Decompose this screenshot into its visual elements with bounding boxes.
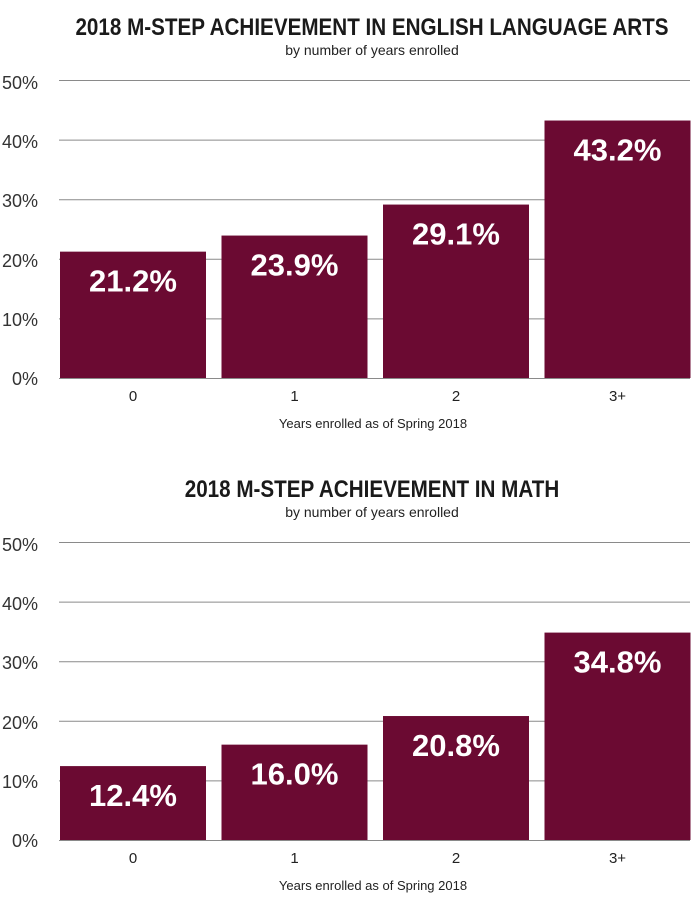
x-tick-label: 2 <box>452 850 460 867</box>
bar-value-label: 12.4% <box>89 778 177 813</box>
y-axis: 0% 10% 20% 30% 40% 50% <box>2 535 38 851</box>
x-tick-label: 0 <box>129 850 137 867</box>
y-tick-label: 50% <box>2 535 38 555</box>
bars <box>60 632 691 840</box>
y-tick-label: 40% <box>2 594 38 614</box>
chart-subtitle: by number of years enrolled <box>285 42 459 58</box>
bar-value-label: 16.0% <box>251 757 339 792</box>
bar <box>60 251 206 378</box>
bar-value-label: 29.1% <box>412 217 500 252</box>
chart-title: 2018 M-STEP ACHIEVEMENT IN MATH <box>185 476 560 503</box>
y-tick-label: 50% <box>2 73 38 93</box>
bar <box>544 120 691 378</box>
y-axis: 0% 10% 20% 30% 40% 50% <box>2 73 38 389</box>
bar-labels: 12.4% 16.0% 20.8% 34.8% <box>89 645 661 814</box>
chart-title: 2018 M-STEP ACHIEVEMENT IN ENGLISH LANGU… <box>75 14 668 41</box>
x-tick-label: 0 <box>129 388 137 405</box>
bar-value-label: 34.8% <box>574 645 662 680</box>
bar-value-label: 23.9% <box>251 248 339 283</box>
chart-subtitle: by number of years enrolled <box>285 504 459 520</box>
y-tick-label: 20% <box>2 251 38 271</box>
bar-value-label: 21.2% <box>89 264 177 299</box>
bar <box>221 744 368 840</box>
y-tick-label: 0% <box>12 831 38 851</box>
bar-value-label: 43.2% <box>574 133 662 168</box>
x-tick-label: 2 <box>452 388 460 405</box>
bars <box>60 120 691 378</box>
bar-value-label: 20.8% <box>412 728 500 763</box>
y-tick-label: 10% <box>2 772 38 792</box>
x-axis: 0 1 2 3+ <box>129 388 626 405</box>
bar <box>544 632 691 840</box>
bar <box>60 766 206 840</box>
x-tick-label: 1 <box>290 850 298 867</box>
x-tick-label: 1 <box>290 388 298 405</box>
bar-labels: 21.2% 23.9% 29.1% 43.2% <box>89 133 661 299</box>
y-tick-label: 40% <box>2 132 38 152</box>
y-tick-label: 30% <box>2 653 38 673</box>
bar <box>221 235 368 378</box>
y-tick-label: 20% <box>2 713 38 733</box>
x-axis: 0 1 2 3+ <box>129 850 626 867</box>
x-tick-label: 3+ <box>609 850 626 867</box>
y-tick-label: 30% <box>2 191 38 211</box>
ela-chart: 2018 M-STEP ACHIEVEMENT IN ENGLISH LANGU… <box>2 14 691 431</box>
x-axis-label: Years enrolled as of Spring 2018 <box>279 416 467 431</box>
y-tick-label: 0% <box>12 369 38 389</box>
y-tick-label: 10% <box>2 310 38 330</box>
x-tick-label: 3+ <box>609 388 626 405</box>
bar <box>383 204 529 378</box>
x-axis-label: Years enrolled as of Spring 2018 <box>279 878 467 893</box>
math-chart: 2018 M-STEP ACHIEVEMENT IN MATH by numbe… <box>2 476 691 893</box>
bar <box>383 716 529 840</box>
